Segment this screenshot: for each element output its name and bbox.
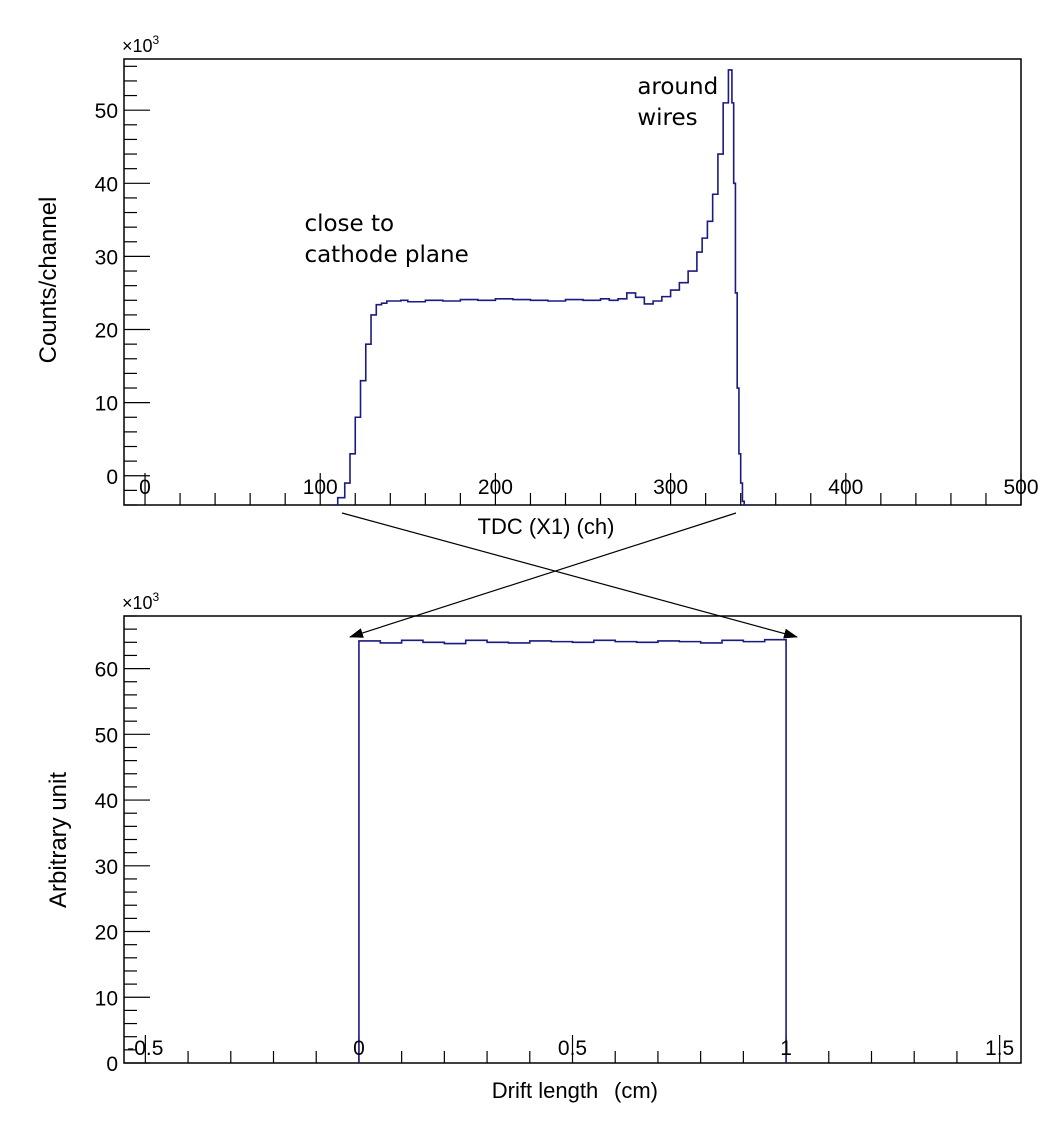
histogram-series — [330, 69, 750, 506]
x-tick-label: 300 — [653, 476, 688, 499]
y-axis — [124, 65, 150, 506]
y-tick-label: 10 — [95, 987, 118, 1010]
y-tick-label: 60 — [95, 659, 118, 682]
x-axis — [144, 473, 1022, 505]
y-tick-label: 50 — [95, 724, 118, 747]
y-axis-title: Arbitrary unit — [45, 772, 72, 908]
y-multiplier: ×103 — [122, 590, 160, 613]
annotation-label: around wires — [637, 74, 718, 131]
y-tick-label: 40 — [95, 790, 118, 813]
x-axis-title: Drift length — [492, 1078, 598, 1103]
y-tick-label: 30 — [95, 246, 118, 269]
x-tick-label: 400 — [828, 476, 863, 499]
plot-frame — [123, 615, 1022, 1064]
x-tick-label: 0 — [139, 476, 151, 499]
y-tick-label: 0 — [106, 1053, 118, 1076]
tick-labels: 0 10 20 30 40 50 60 -0.5 0 0.5 1 1.5 — [95, 659, 1015, 1076]
series-layer — [330, 69, 750, 506]
x-tick-label: 500 — [1003, 476, 1038, 499]
x-tick-label: 0 — [353, 1037, 365, 1060]
x-tick-label: 1.5 — [985, 1037, 1014, 1060]
y-tick-label: 30 — [95, 856, 118, 879]
annotations: close to cathode plane around wires — [304, 74, 718, 268]
x-axis-unit: (cm) — [614, 1078, 658, 1103]
histogram-series — [358, 638, 787, 1063]
x-tick-label: 100 — [303, 476, 338, 499]
annotation-label: close to cathode plane — [304, 211, 468, 268]
plot-frame — [123, 58, 1022, 506]
x-tick-label: -0.5 — [127, 1037, 163, 1060]
y-tick-label: 0 — [106, 466, 118, 489]
y-tick-label: 20 — [95, 320, 118, 343]
x-tick-label: 0.5 — [558, 1037, 587, 1060]
y-axis — [124, 615, 150, 1064]
y-multiplier: ×103 — [122, 33, 160, 56]
drift-length-histogram-panel: 0 10 20 30 40 50 60 -0.5 0 0.5 1 1.5 ×103 Arbitrary… — [45, 590, 1022, 1103]
x-axis-title: TDC (X1) (ch) — [478, 514, 615, 539]
y-axis-title: Counts/channel — [35, 197, 62, 364]
x-tick-label: 200 — [478, 476, 513, 499]
y-tick-label: 10 — [95, 393, 118, 416]
y-tick-label: 50 — [95, 100, 118, 123]
series-layer — [358, 638, 787, 1063]
y-tick-label: 40 — [95, 173, 118, 196]
y-tick-label: 20 — [95, 922, 118, 945]
x-tick-label: 1 — [780, 1037, 792, 1060]
